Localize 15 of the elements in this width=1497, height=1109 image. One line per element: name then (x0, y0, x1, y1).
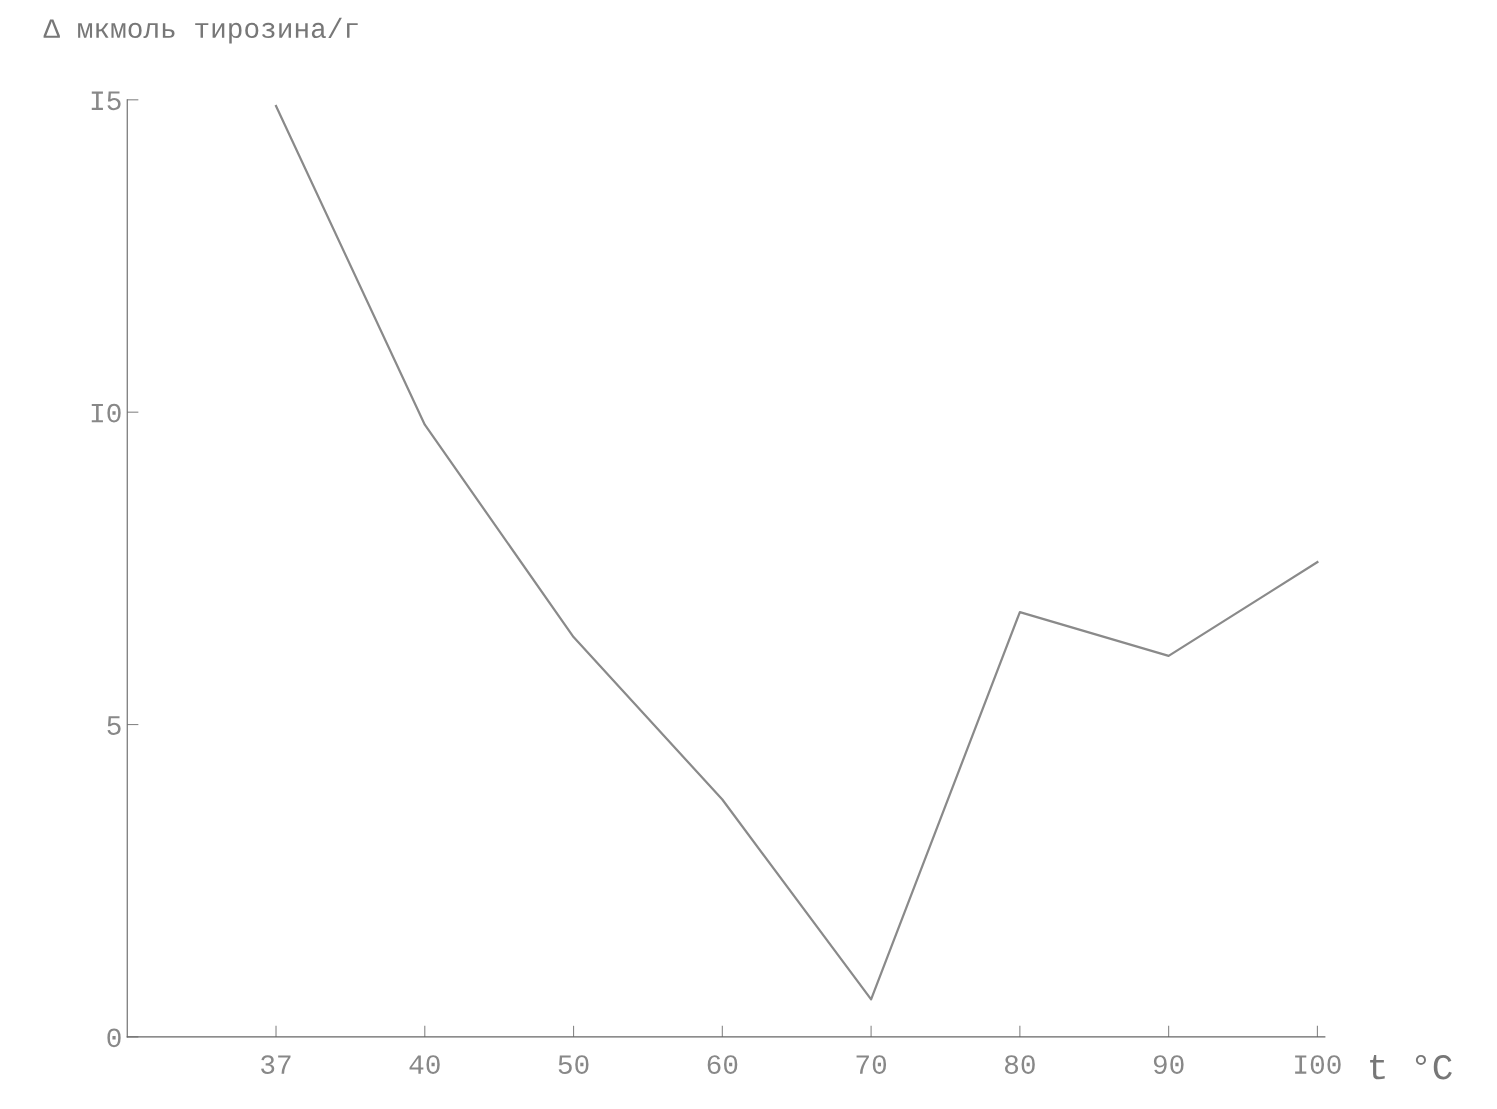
y-axis-title: Δ мкмоль тирозина/г (43, 17, 358, 44)
x-tick-label: I00 (1295, 1055, 1341, 1074)
x-tick-label: 90 (1153, 1055, 1184, 1074)
x-tick-label: 37 (261, 1055, 291, 1074)
x-tick-label: 50 (558, 1055, 589, 1074)
y-tick-label: I5 (91, 91, 121, 111)
y-tick-label: I0 (91, 403, 121, 423)
x-tick-label: 80 (1005, 1055, 1035, 1074)
x-axis-title: t °C (1370, 1054, 1452, 1080)
y-tick-label: 0 (107, 1028, 121, 1048)
x-tick-label: 60 (707, 1055, 738, 1074)
y-tick-label: 5 (107, 716, 121, 735)
x-tick-label: 70 (856, 1055, 887, 1074)
line-series (274, 104, 1319, 1001)
x-tick-label: 40 (409, 1055, 440, 1074)
